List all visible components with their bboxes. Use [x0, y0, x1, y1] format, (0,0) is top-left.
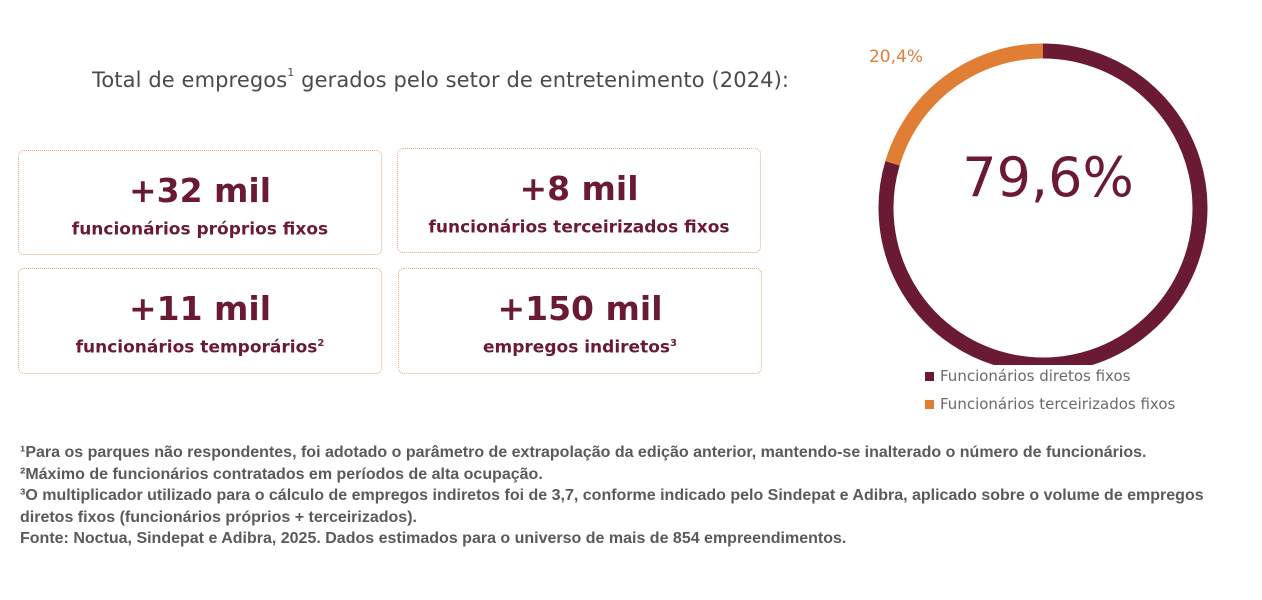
donut-slice-outsourced-label: 20,4%: [869, 47, 923, 67]
stat-label: empregos indiretos3: [399, 333, 761, 359]
footnotes: ¹Para os parques não respondentes, foi a…: [20, 442, 1235, 550]
stat-label: funcionários temporários2: [19, 333, 381, 359]
donut-slice-direct: [878, 43, 1208, 365]
stat-label-text: empregos indiretos: [483, 337, 670, 358]
stat-footnote-mark: 3: [670, 338, 677, 349]
stat-card-outsourced-employees: +8 mil funcionários terceirizados fixos: [397, 148, 761, 253]
legend-swatch: [925, 399, 934, 409]
chart-legend: Funcionários diretos fixos Funcionários …: [925, 362, 1175, 418]
stat-value: +8 mil: [519, 169, 639, 208]
stat-label-text: funcionários próprios fixos: [71, 219, 329, 240]
legend-label: Funcionários diretos fixos: [940, 367, 1131, 385]
stat-value: +32 mil: [128, 171, 272, 210]
stat-value: +11 mil: [128, 289, 272, 328]
stat-footnote-mark: 2: [317, 338, 325, 349]
title-footnote-mark: 1: [287, 66, 295, 79]
legend-item-direct: Funcionários diretos fixos: [925, 362, 1175, 390]
footnote-1: ¹Para os parques não respondentes, foi a…: [20, 444, 1147, 461]
stat-value: +150 mil: [497, 289, 663, 328]
stat-card-indirect-jobs: +150 mil empregos indiretos3: [398, 268, 762, 374]
donut-chart: 79,6% 20,4%: [869, 43, 1208, 365]
title-rest: gerados pelo setor de entretenimento (20…: [294, 68, 790, 92]
legend-label: Funcionários terceirizados fixos: [940, 395, 1176, 413]
footnote-2: ²Máximo de funcionários contratados em p…: [20, 465, 543, 483]
stat-label: funcionários próprios fixos: [19, 215, 381, 241]
stat-label-text: funcionários temporários: [75, 337, 318, 358]
title-text: Total de empregos: [92, 68, 288, 92]
stat-label: funcionários terceirizados fixos: [398, 213, 760, 239]
chart-title: Total de empregos1 gerados pelo setor de…: [92, 66, 790, 92]
stat-card-own-employees: +32 mil funcionários próprios fixos: [18, 150, 382, 255]
stat-label-text: funcionários terceirizados fixos: [428, 217, 730, 238]
footnote-3: ³O multiplicador utilizado para o cálcul…: [20, 487, 1204, 526]
donut-center-label: 79,6%: [962, 146, 1134, 209]
donut-slice-outsourced: [885, 43, 1044, 166]
legend-item-outsourced: Funcionários terceirizados fixos: [925, 390, 1175, 418]
legend-swatch: [925, 371, 934, 381]
stat-card-temporary-employees: +11 mil funcionários temporários2: [18, 268, 382, 374]
source-note: Fonte: Noctua, Sindepat e Adibra, 2025. …: [20, 530, 847, 547]
